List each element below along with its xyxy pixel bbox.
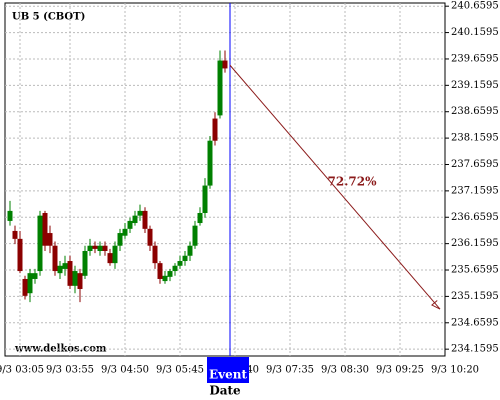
watermark: www.delkos.com <box>14 344 107 355</box>
event-label: Event <box>209 368 247 382</box>
y-tick-label: 238.6595 <box>451 106 499 117</box>
candle-body <box>197 213 203 224</box>
y-tick-label: 234.6595 <box>451 317 499 328</box>
candle-body <box>147 228 153 246</box>
y-tick-label: 235.1595 <box>451 291 499 302</box>
candle-body <box>162 275 168 282</box>
candle-body <box>22 278 28 296</box>
candle-body <box>102 245 108 251</box>
candle-body <box>122 228 128 236</box>
y-tick-label: 239.6595 <box>451 53 499 64</box>
plot-frame <box>4 2 446 357</box>
chart-title: UB 5 (CBOT) <box>12 12 85 23</box>
x-tick-label: 9/3 09:25 <box>376 365 424 376</box>
candle-body <box>37 215 43 272</box>
candle-body <box>177 261 183 266</box>
x-tick-label: 9/3 04:50 <box>101 365 149 376</box>
candle-body <box>52 245 58 272</box>
y-tick-label: 236.1595 <box>451 238 499 249</box>
candle-body <box>212 118 218 141</box>
x-tick-label: 9/3 08:30 <box>321 365 369 376</box>
candle-body <box>132 215 138 224</box>
y-tick-label: 237.1595 <box>451 185 499 196</box>
candle-body <box>47 233 53 246</box>
candle-body <box>207 140 213 186</box>
y-tick-label: 235.6595 <box>451 265 499 276</box>
candle-body <box>7 210 13 221</box>
candle-body <box>77 273 83 289</box>
y-tick-label: 239.1595 <box>451 80 499 91</box>
candle-body <box>172 265 178 272</box>
candle-body <box>187 245 193 256</box>
candle-body <box>202 185 208 214</box>
y-tick-label: 234.1595 <box>451 344 499 355</box>
candle-body <box>182 255 188 262</box>
candle-body <box>27 273 33 294</box>
candle-body <box>167 271 173 277</box>
candle-body <box>12 230 18 239</box>
candle-body <box>217 60 223 116</box>
candle-body <box>17 238 23 272</box>
y-tick-label: 240.1595 <box>451 27 499 38</box>
candle-body <box>67 261 73 286</box>
event-box <box>207 357 249 383</box>
candle-body <box>82 250 88 276</box>
candle-body <box>92 245 98 249</box>
x-axis-label: Date <box>209 384 241 398</box>
arrow-head <box>431 300 441 310</box>
arrow-label: 72.72% <box>328 175 378 189</box>
forecast-arrow <box>229 64 441 310</box>
x-tick-label: 9/3 10:20 <box>431 365 479 376</box>
candle-body <box>137 210 143 216</box>
candle-body <box>97 245 103 251</box>
candle-body <box>72 271 78 286</box>
candle-body <box>87 245 93 251</box>
y-tick-label: 236.6595 <box>451 212 499 223</box>
candle-body <box>112 245 118 264</box>
candle-body <box>152 245 158 264</box>
candle-body <box>142 210 148 229</box>
candle-body <box>192 225 198 246</box>
candle-body <box>117 233 123 246</box>
candle-body <box>57 265 63 274</box>
candle-body <box>222 60 228 69</box>
candle-body <box>107 253 113 264</box>
y-tick-label: 238.1595 <box>451 133 499 144</box>
y-tick-label: 237.6595 <box>451 159 499 170</box>
x-tick-label: 9/3 07:35 <box>266 365 314 376</box>
candle-body <box>32 273 38 279</box>
candle-body <box>42 213 48 246</box>
candle-body <box>157 263 163 279</box>
x-tick-label: 9/3 03:55 <box>46 365 94 376</box>
x-tick-label: 9/3 03:05 <box>0 365 44 376</box>
candle-body <box>127 220 133 229</box>
y-tick-label: 240.6595 <box>451 1 499 12</box>
x-tick-label: 9/3 05:45 <box>156 365 204 376</box>
candle-body <box>62 263 68 269</box>
